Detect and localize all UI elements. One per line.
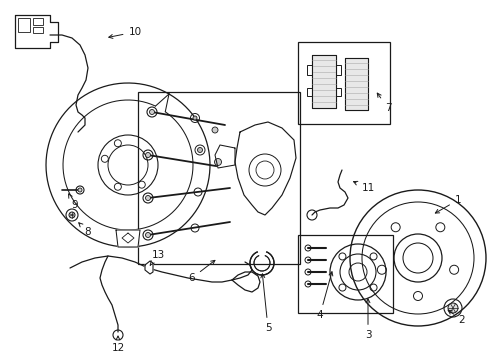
Circle shape — [193, 116, 197, 120]
Polygon shape — [345, 58, 368, 110]
Circle shape — [146, 153, 150, 158]
Text: 13: 13 — [150, 250, 165, 265]
Bar — [307, 65, 312, 75]
Polygon shape — [215, 145, 235, 168]
Text: 4: 4 — [317, 272, 333, 320]
Text: 12: 12 — [111, 336, 124, 353]
Polygon shape — [312, 55, 336, 108]
Bar — [336, 65, 341, 75]
Wedge shape — [257, 249, 267, 263]
Bar — [336, 88, 341, 96]
Bar — [307, 88, 312, 96]
Bar — [138, 92, 300, 264]
Bar — [298, 42, 390, 124]
Circle shape — [149, 109, 154, 114]
Polygon shape — [122, 233, 134, 243]
Circle shape — [197, 148, 202, 153]
Polygon shape — [116, 230, 140, 247]
Text: 1: 1 — [435, 195, 461, 213]
Circle shape — [212, 127, 218, 133]
Bar — [33, 18, 43, 25]
Circle shape — [215, 158, 221, 166]
Bar — [33, 27, 43, 33]
Polygon shape — [235, 122, 296, 215]
Polygon shape — [145, 261, 153, 274]
Text: 6: 6 — [189, 260, 215, 283]
Circle shape — [146, 233, 150, 238]
Text: 8: 8 — [79, 223, 91, 237]
Text: 2: 2 — [448, 310, 466, 325]
Text: 7: 7 — [377, 93, 392, 113]
Wedge shape — [260, 257, 264, 263]
Circle shape — [78, 188, 82, 192]
Polygon shape — [15, 15, 58, 48]
Text: 5: 5 — [261, 274, 271, 333]
Circle shape — [146, 195, 150, 201]
Text: 11: 11 — [353, 181, 375, 193]
Circle shape — [69, 212, 75, 218]
Text: 10: 10 — [109, 27, 142, 39]
Text: 9: 9 — [69, 194, 78, 210]
Text: 3: 3 — [365, 299, 371, 340]
Bar — [298, 235, 393, 313]
Circle shape — [448, 303, 458, 313]
Bar — [18, 18, 30, 32]
